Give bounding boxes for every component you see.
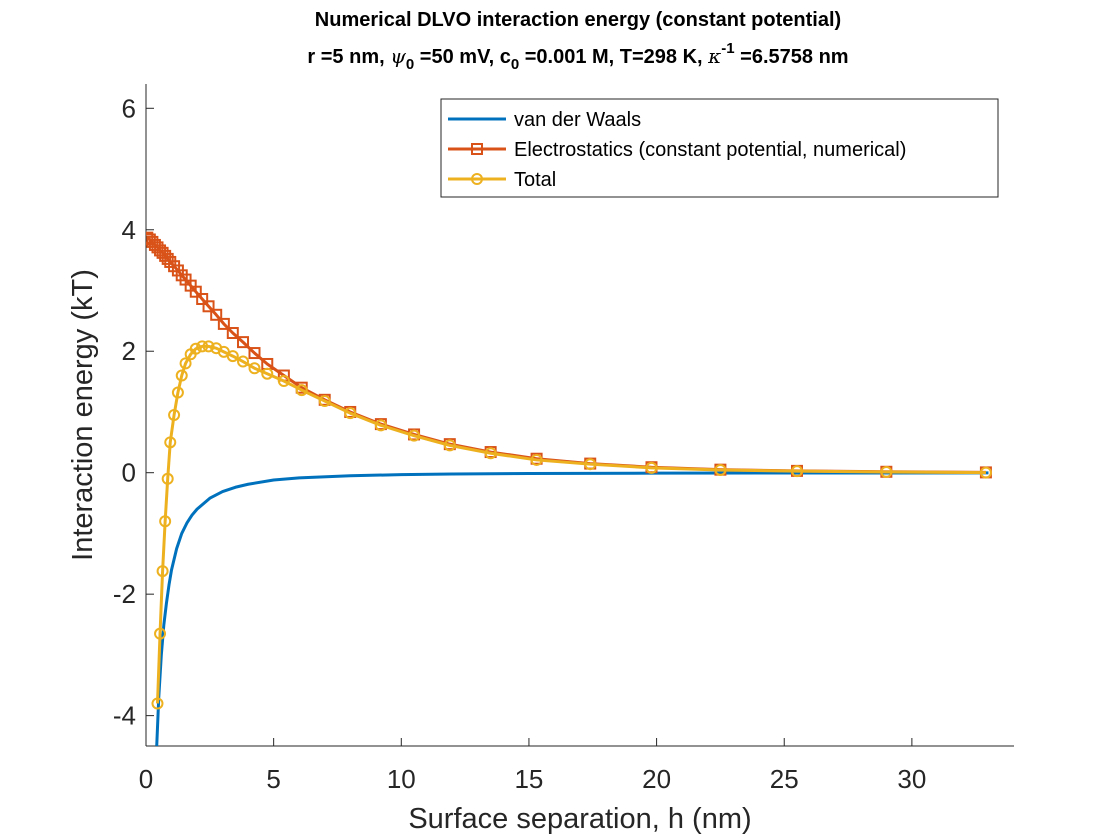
- subtitle-kappa-superscript: -1: [721, 40, 734, 57]
- series-line-2: [155, 344, 986, 704]
- legend-marker-electrostatics: [471, 143, 483, 155]
- series-point-2: [295, 384, 308, 397]
- subtitle-radius: r =5 nm,: [307, 46, 390, 68]
- series-point-2: [202, 340, 215, 353]
- series-point-2: [226, 350, 239, 363]
- x-axis-label: Surface separation, h (nm): [408, 803, 751, 835]
- x-tick-label: 10: [387, 764, 416, 794]
- series-point-2: [261, 367, 274, 380]
- series-line-0: [155, 471, 989, 746]
- subtitle-psi-subscript: 0: [406, 56, 414, 73]
- series-point-2: [196, 340, 209, 353]
- series-point-2: [791, 465, 803, 478]
- subtitle-psi-symbol: ψ: [390, 44, 406, 68]
- series-point-1: [202, 300, 215, 313]
- legend-item-total: Total: [448, 169, 556, 191]
- series-point-2: [161, 472, 174, 485]
- y-tick-label: -2: [113, 579, 136, 609]
- series-point-1: [196, 292, 209, 305]
- series-line-1: [146, 236, 986, 474]
- y-tick-label: 6: [122, 93, 136, 123]
- y-tick-label: 4: [122, 215, 136, 245]
- series-point-2: [189, 342, 202, 355]
- x-tick-label: 30: [897, 764, 926, 794]
- series-point-2: [979, 466, 992, 479]
- series-point-2: [408, 429, 421, 442]
- series-point-2: [277, 374, 290, 387]
- y-axis-label: Interaction energy (kT): [67, 269, 99, 561]
- series-point-2: [530, 453, 543, 466]
- series-point-1: [161, 252, 174, 265]
- axis-ticks: 0 5 10 15 20 25 30 -4 -2 0 2 4 6: [113, 93, 926, 794]
- subtitle-kappa-symbol: κ: [707, 44, 721, 68]
- series-point-2: [584, 458, 597, 471]
- series-point-2: [168, 409, 181, 421]
- series-point-2: [248, 362, 261, 375]
- series-point-2: [645, 461, 658, 474]
- series-point-2: [175, 369, 188, 382]
- series-layer: [146, 231, 992, 746]
- subtitle-psi-value: =50 mV, c: [414, 46, 511, 68]
- legend-item-electrostatics: Electrostatics (constant potential, nume…: [448, 139, 906, 161]
- legend-label-electrostatics: Electrostatics (constant potential, nume…: [514, 139, 906, 161]
- series-point-2: [318, 395, 331, 408]
- series-point-1: [217, 317, 230, 330]
- x-tick-label: 15: [514, 764, 543, 794]
- chart-subtitle: r =5 nm, ψ0 =50 mV, c0 =0.001 M, T=298 K…: [307, 40, 848, 73]
- series-point-1: [248, 347, 261, 360]
- legend-item-vdw: van der Waals: [448, 109, 641, 131]
- series-point-2: [179, 357, 192, 370]
- legend-label-total: Total: [514, 169, 556, 191]
- series-point-1: [226, 327, 239, 340]
- series-point-1: [210, 308, 223, 321]
- y-tick-label: -4: [113, 701, 136, 731]
- x-tick-label: 20: [642, 764, 671, 794]
- series-point-2: [171, 386, 184, 399]
- x-tick-label: 0: [139, 764, 153, 794]
- legend-label-vdw: van der Waals: [514, 109, 641, 131]
- series-point-2: [156, 565, 169, 578]
- series-point-2: [443, 439, 456, 452]
- legend-marker-total: [471, 173, 483, 185]
- chart-title: Numerical DLVO interaction energy (const…: [315, 9, 841, 31]
- series-point-1: [189, 285, 202, 298]
- y-tick-label: 2: [122, 336, 136, 366]
- series-point-2: [484, 447, 497, 460]
- subtitle-c-value: =0.001 M, T=298 K,: [519, 46, 708, 68]
- series-point-2: [154, 627, 167, 640]
- series-point-2: [164, 436, 177, 449]
- x-tick-label: 25: [770, 764, 799, 794]
- subtitle-c-subscript: 0: [511, 56, 519, 73]
- series-point-2: [374, 419, 387, 432]
- series-point-2: [237, 355, 250, 368]
- series-point-2: [344, 407, 357, 420]
- legend: van der Waals Electrostatics (constant p…: [440, 98, 999, 198]
- y-tick-label: 0: [122, 458, 136, 488]
- series-point-2: [714, 463, 727, 476]
- series-point-2: [151, 697, 164, 710]
- x-tick-label: 5: [266, 764, 280, 794]
- subtitle-kappa-value: =6.5758 nm: [735, 46, 849, 68]
- legend-box: [440, 98, 999, 198]
- series-point-1: [237, 336, 250, 349]
- series-point-2: [880, 465, 893, 478]
- series-point-2: [159, 515, 172, 528]
